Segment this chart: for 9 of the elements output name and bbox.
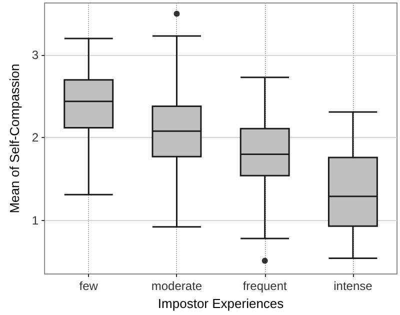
x-tick-label: frequent [242, 279, 288, 293]
y-tick-label: 2 [32, 130, 39, 145]
y-tick-label: 3 [32, 48, 39, 62]
x-axis-title: Impostor Experiences [158, 296, 284, 311]
y-axis-title: Mean of Self-Compassion [7, 64, 22, 214]
y-tick-label: 1 [32, 213, 39, 228]
x-tick-label: moderate [151, 279, 202, 293]
x-tick-label: intense [334, 279, 373, 293]
x-tick-label: few [79, 279, 98, 293]
